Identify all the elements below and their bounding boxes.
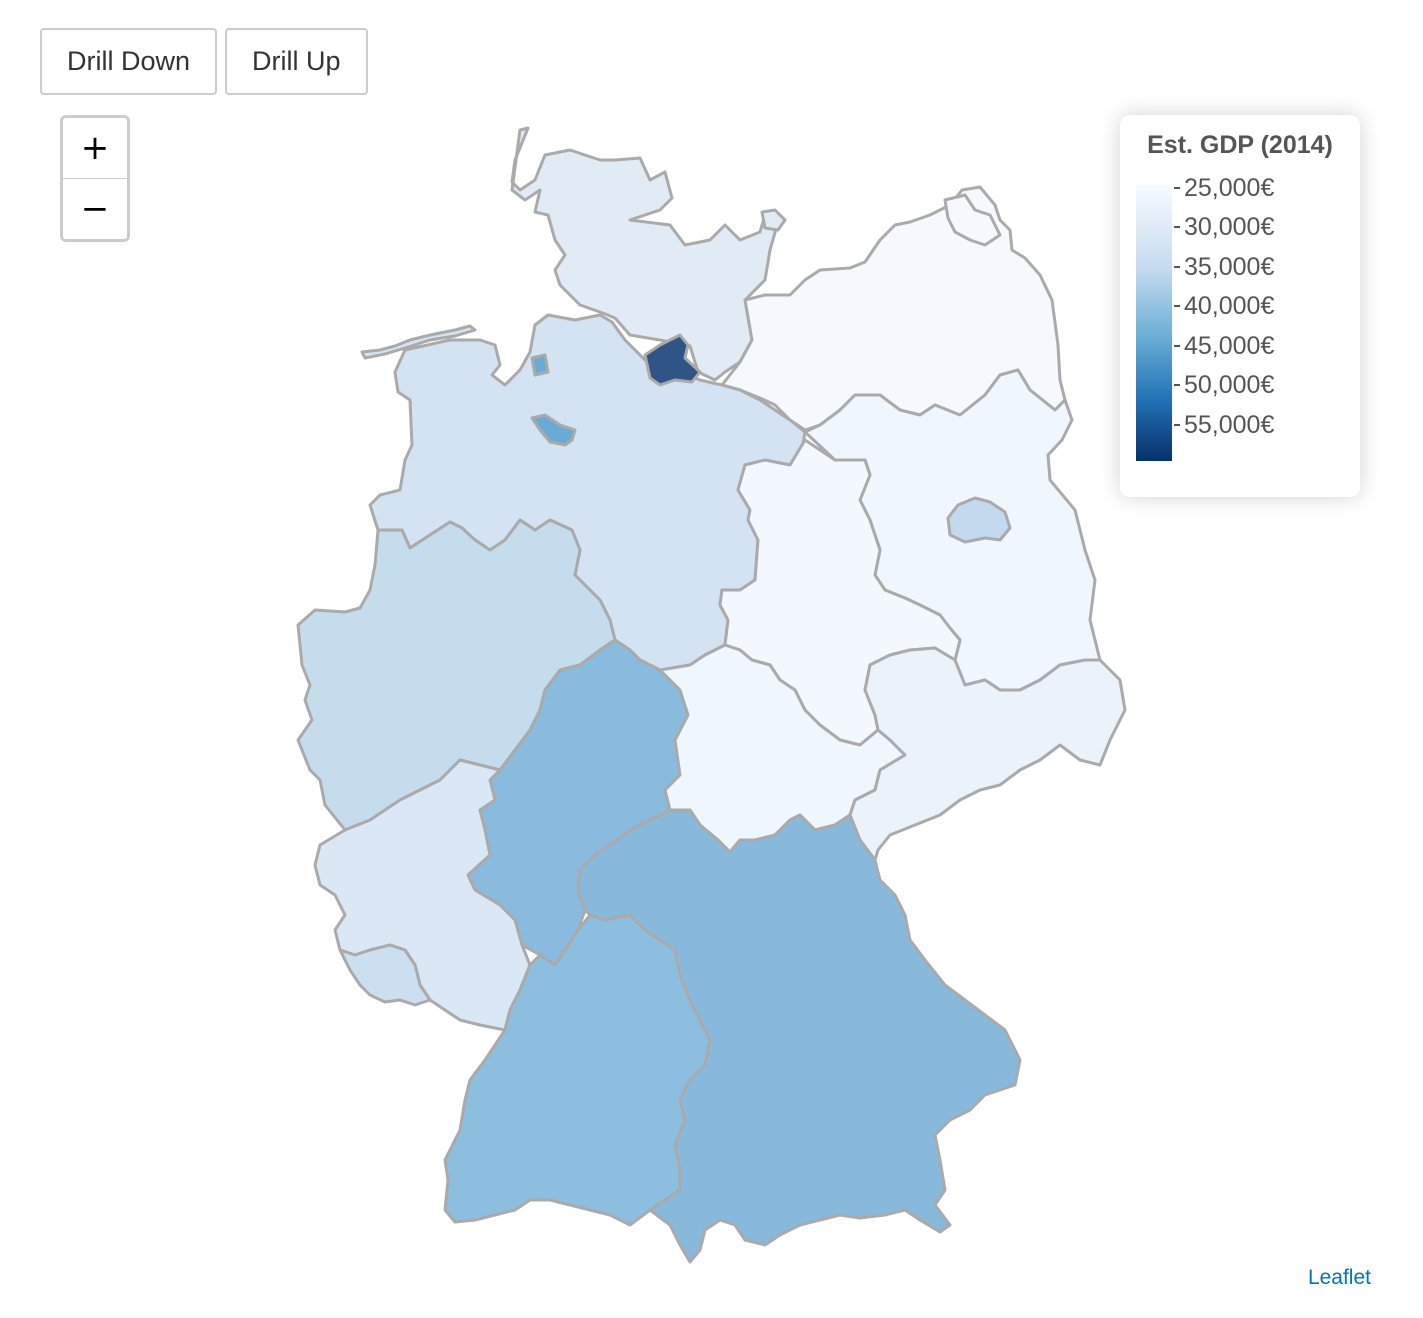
zoom-control: + − (60, 115, 130, 242)
leaflet-attribution-link[interactable]: Leaflet (1307, 1266, 1371, 1289)
region-island-fehmarn (760, 208, 787, 232)
legend-label: 50,000€ (1184, 371, 1275, 400)
legend-label: 55,000€ (1184, 410, 1275, 439)
region-sachsen[interactable] (848, 646, 1127, 862)
legend-label: 35,000€ (1184, 252, 1275, 281)
drill-toolbar: Drill Down Drill Up (40, 28, 368, 95)
region-island-frisian (360, 324, 477, 360)
legend-tick (1174, 226, 1180, 229)
region-schleswig-holstein[interactable] (510, 126, 782, 382)
drill-down-button[interactable]: Drill Down (40, 28, 218, 95)
legend-label: 30,000€ (1184, 213, 1275, 242)
region-saarland[interactable] (338, 943, 432, 1007)
legend-tick (1174, 344, 1180, 347)
drill-up-button[interactable]: Drill Up (225, 28, 368, 95)
region-bremerhaven[interactable] (530, 353, 550, 377)
legend-tick (1174, 384, 1180, 387)
legend-tick (1174, 265, 1180, 268)
legend-title: Est. GDP (2014) (1147, 131, 1333, 159)
legend-label: 40,000€ (1184, 292, 1275, 321)
legend-tick (1174, 423, 1180, 426)
region-hamburg[interactable] (643, 333, 702, 387)
legend-panel: Est. GDP (2014) 25,000€ 30,000€ 35,000€ 40,… (1120, 115, 1360, 497)
legend-tick (1174, 187, 1180, 189)
region-bayern[interactable] (576, 808, 1022, 1264)
legend-tick (1174, 305, 1180, 308)
legend-label: 45,000€ (1184, 331, 1275, 360)
region-island-ruegen (943, 193, 1002, 247)
legend-label: 25,000€ (1184, 174, 1275, 202)
region-bremen[interactable] (530, 413, 577, 447)
region-berlin[interactable] (946, 496, 1012, 544)
legend-color-scale (1136, 185, 1172, 461)
zoom-in-button[interactable]: + (63, 118, 127, 178)
zoom-out-button[interactable]: − (63, 178, 127, 239)
